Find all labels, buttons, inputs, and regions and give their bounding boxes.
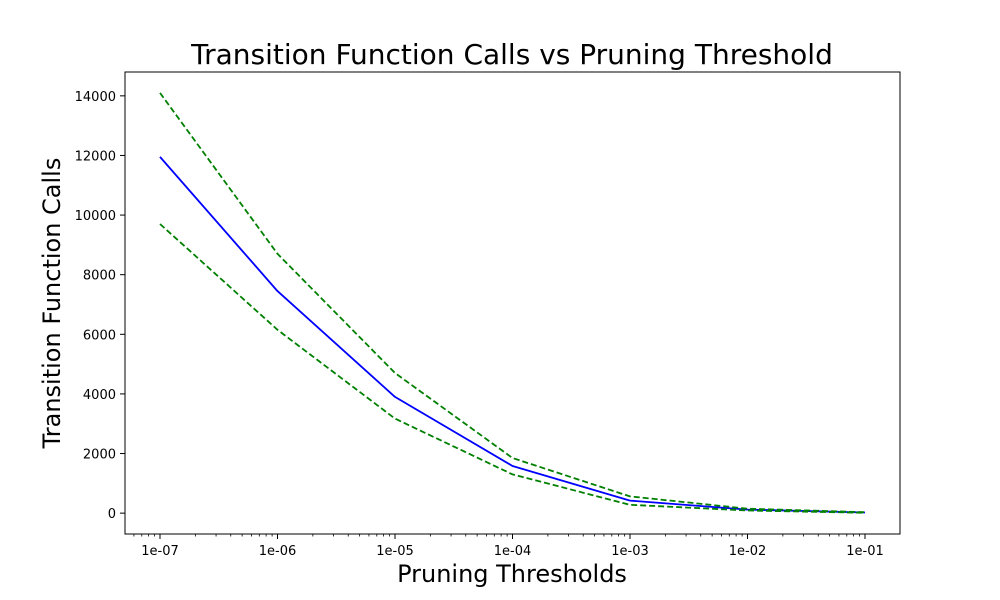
x-tick-label: 1e-06 [259, 544, 297, 559]
y-tick-label: 2000 [83, 448, 116, 463]
x-tick-label: 1e-01 [846, 544, 884, 559]
x-tick-label: 1e-07 [141, 544, 179, 559]
series-line-upper-bound [159, 92, 866, 514]
y-tick-label: 4000 [83, 388, 116, 403]
x-minor-ticks [133, 534, 861, 537]
x-tick-label: 1e-04 [494, 544, 532, 559]
y-tick-label: 6000 [83, 328, 116, 343]
series-line-lower-bound [159, 223, 866, 514]
series-layer [159, 92, 866, 514]
y-tick-label: 14000 [75, 90, 116, 105]
y-axis-ticks: 0 2000 4000 6000 8000 10000 12000 14000 [75, 90, 125, 522]
x-axis-ticks: 1e-07 1e-06 1e-05 1e-04 1e-03 1e-02 1e-01 [141, 534, 884, 559]
x-tick-label: 1e-02 [729, 544, 767, 559]
y-tick-label: 8000 [83, 269, 116, 284]
series-line-mean [159, 156, 866, 514]
x-tick-label: 1e-03 [611, 544, 649, 559]
y-axis-label: Transition Function Calls [38, 158, 66, 450]
x-axis-label: Pruning Thresholds [397, 560, 627, 588]
plot-area-frame [124, 71, 901, 535]
x-tick-label: 1e-05 [376, 544, 414, 559]
chart-title: Transition Function Calls vs Pruning Thr… [190, 38, 833, 71]
y-tick-label: 12000 [75, 149, 116, 164]
y-tick-label: 10000 [75, 209, 116, 224]
y-tick-label: 0 [108, 507, 116, 522]
